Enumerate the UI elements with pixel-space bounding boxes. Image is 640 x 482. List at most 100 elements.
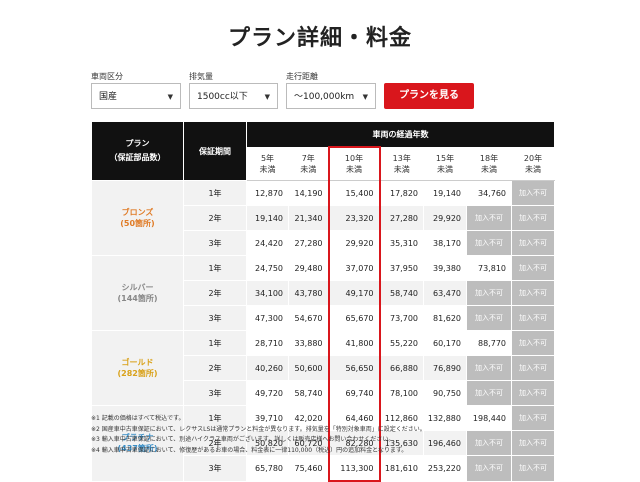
plan-cell: ゴールド (282箇所) (91, 330, 184, 406)
price-cell: 73,700 (379, 305, 424, 331)
price-cell: 113,300 (327, 455, 381, 482)
displacement-label: 排気量 (189, 72, 213, 81)
price-cell: 24,750 (246, 255, 289, 281)
price-cell: 27,280 (288, 230, 329, 256)
price-cell: 37,070 (327, 255, 381, 281)
period-cell: 2年 (183, 355, 247, 381)
table-row: 2年 50,820 60,720 82,280 135,630 196,460 加入不可 加入… (92, 430, 556, 456)
price-cell: 27,280 (379, 205, 424, 231)
price-cell: 47,300 (246, 305, 289, 331)
price-cell: 40,260 (246, 355, 289, 381)
period-header: 保証期間 (183, 121, 247, 181)
price-cell: 17,820 (379, 180, 424, 206)
price-cell: 28,710 (246, 330, 289, 356)
chevron-down-icon: ▼ (362, 93, 368, 101)
price-cell: 21,340 (288, 205, 329, 231)
year-column-header: 13年 未満 (379, 146, 424, 181)
price-cell: 65,780 (246, 455, 289, 482)
price-cell: 88,770 (466, 330, 512, 356)
unavailable-cell: 加入不可 (510, 180, 556, 206)
period-cell: 1年 (183, 180, 247, 206)
price-cell: 15,400 (327, 180, 381, 206)
price-cell: 253,220 (423, 455, 467, 482)
table-row: ゴールド (282箇所) 1年 28,710 33,880 41,800 55,220 60,… (91, 330, 556, 406)
unavailable-cell: 加入不可 (510, 205, 556, 231)
table-row: 3年 47,300 54,670 65,670 73,700 81,620 加入不可 加入不可 (92, 305, 556, 331)
price-cell: 196,460 (423, 430, 467, 456)
plan-name: ブロンズ (121, 208, 154, 217)
price-cell: 55,220 (379, 330, 424, 356)
footnote: ※1 記載の価格はすべて税込です。 (91, 415, 185, 422)
price-cell: 56,650 (327, 355, 381, 381)
unavailable-cell: 加入不可 (466, 305, 512, 331)
price-cell: 112,860 (379, 405, 424, 431)
period-cell: 2年 (183, 280, 247, 306)
year-column-header: 5年 未満 (246, 146, 289, 181)
displacement-select[interactable]: 1500cc以下 ▼ (189, 83, 278, 109)
vehicle-type-select[interactable]: 国産 ▼ (91, 83, 181, 109)
unavailable-cell: 加入不可 (510, 430, 556, 456)
price-cell: 19,140 (423, 180, 467, 206)
table-row: シルバー (144箇所) 1年 24,750 29,480 37,070 37,950 39,… (91, 255, 556, 331)
plan-cell: プラチナ (437箇所) (91, 405, 184, 482)
unavailable-cell: 加入不可 (510, 305, 556, 331)
price-cell: 35,310 (379, 230, 424, 256)
price-cell: 73,810 (466, 255, 512, 281)
price-cell: 39,380 (423, 255, 467, 281)
price-cell: 41,800 (327, 330, 381, 356)
price-table: プラン （保証部品数） 保証期間 車両の経過年数 5年 未満 7年 未満 10年 未… (91, 121, 556, 482)
year-column-header: 20年 未満 (510, 146, 556, 181)
period-cell: 3年 (183, 305, 247, 331)
plan-name: シルバー (121, 283, 154, 292)
footnote: ※3 輸入車中古車保証において、別途ハイクラス車両がございます。詳しくは販売店様… (91, 436, 395, 443)
unavailable-cell: 加入不可 (466, 455, 512, 482)
plan-parts-count: (50箇所) (120, 219, 155, 228)
price-cell: 181,610 (379, 455, 424, 482)
year-column-header: 7年 未満 (288, 146, 329, 181)
unavailable-cell: 加入不可 (510, 230, 556, 256)
unavailable-cell: 加入不可 (510, 255, 556, 281)
year-column-header: 18年 未満 (466, 146, 512, 181)
unavailable-cell: 加入不可 (466, 230, 512, 256)
period-cell: 1年 (183, 255, 247, 281)
period-cell: 2年 (183, 205, 247, 231)
price-cell: 58,740 (288, 380, 329, 406)
price-cell: 63,470 (423, 280, 467, 306)
table-row: 2年 34,100 43,780 49,170 58,740 63,470 加入不可 加入不可 (92, 280, 556, 306)
plan-name: プラチナ (121, 433, 154, 443)
footnote: ※4 輸入車中古車保証において、修復歴があるお車の場合、料金表に一律110,00… (91, 446, 408, 454)
unavailable-cell: 加入不可 (466, 430, 512, 456)
mileage-value: ～100,000km (294, 92, 355, 102)
price-cell: 49,170 (327, 280, 381, 306)
price-cell: 12,870 (246, 180, 289, 206)
unavailable-cell: 加入不可 (466, 205, 512, 231)
view-plan-button[interactable]: プランを見る (384, 83, 474, 109)
price-cell: 198,440 (466, 405, 512, 431)
unavailable-cell: 加入不可 (510, 455, 556, 482)
price-cell: 60,170 (423, 330, 467, 356)
table-row: 2年 19,140 21,340 23,320 27,280 29,920 加入不可 加入不可 (92, 205, 556, 231)
table-row: 2年 40,260 50,600 56,650 66,880 76,890 加入不可 加入不可 (92, 355, 556, 381)
plan-cell: シルバー (144箇所) (91, 255, 184, 331)
price-cell: 69,740 (327, 380, 381, 406)
plan-header: プラン （保証部品数） (91, 121, 184, 181)
price-cell: 42,020 (288, 405, 329, 431)
table-row: プラチナ (437箇所) 1年 39,710 42,020 64,460 112,860 13… (91, 405, 556, 482)
price-cell: 66,880 (379, 355, 424, 381)
unavailable-cell: 加入不可 (510, 280, 556, 306)
price-cell: 43,780 (288, 280, 329, 306)
price-cell: 50,820 (246, 430, 289, 456)
price-cell: 65,670 (327, 305, 381, 331)
price-cell: 135,630 (379, 430, 424, 456)
price-cell: 34,760 (466, 180, 512, 206)
year-column-header: 10年 未満 (327, 146, 381, 181)
period-cell: 2年 (183, 430, 247, 456)
plan-cell: ブロンズ (50箇所) (91, 180, 184, 256)
period-cell: 1年 (183, 405, 247, 431)
unavailable-cell: 加入不可 (466, 380, 512, 406)
price-cell: 34,100 (246, 280, 289, 306)
vehicle-type-label: 車両区分 (91, 72, 123, 81)
period-cell: 1年 (183, 330, 247, 356)
mileage-select[interactable]: ～100,000km ▼ (286, 83, 376, 109)
chevron-down-icon: ▼ (264, 93, 270, 101)
